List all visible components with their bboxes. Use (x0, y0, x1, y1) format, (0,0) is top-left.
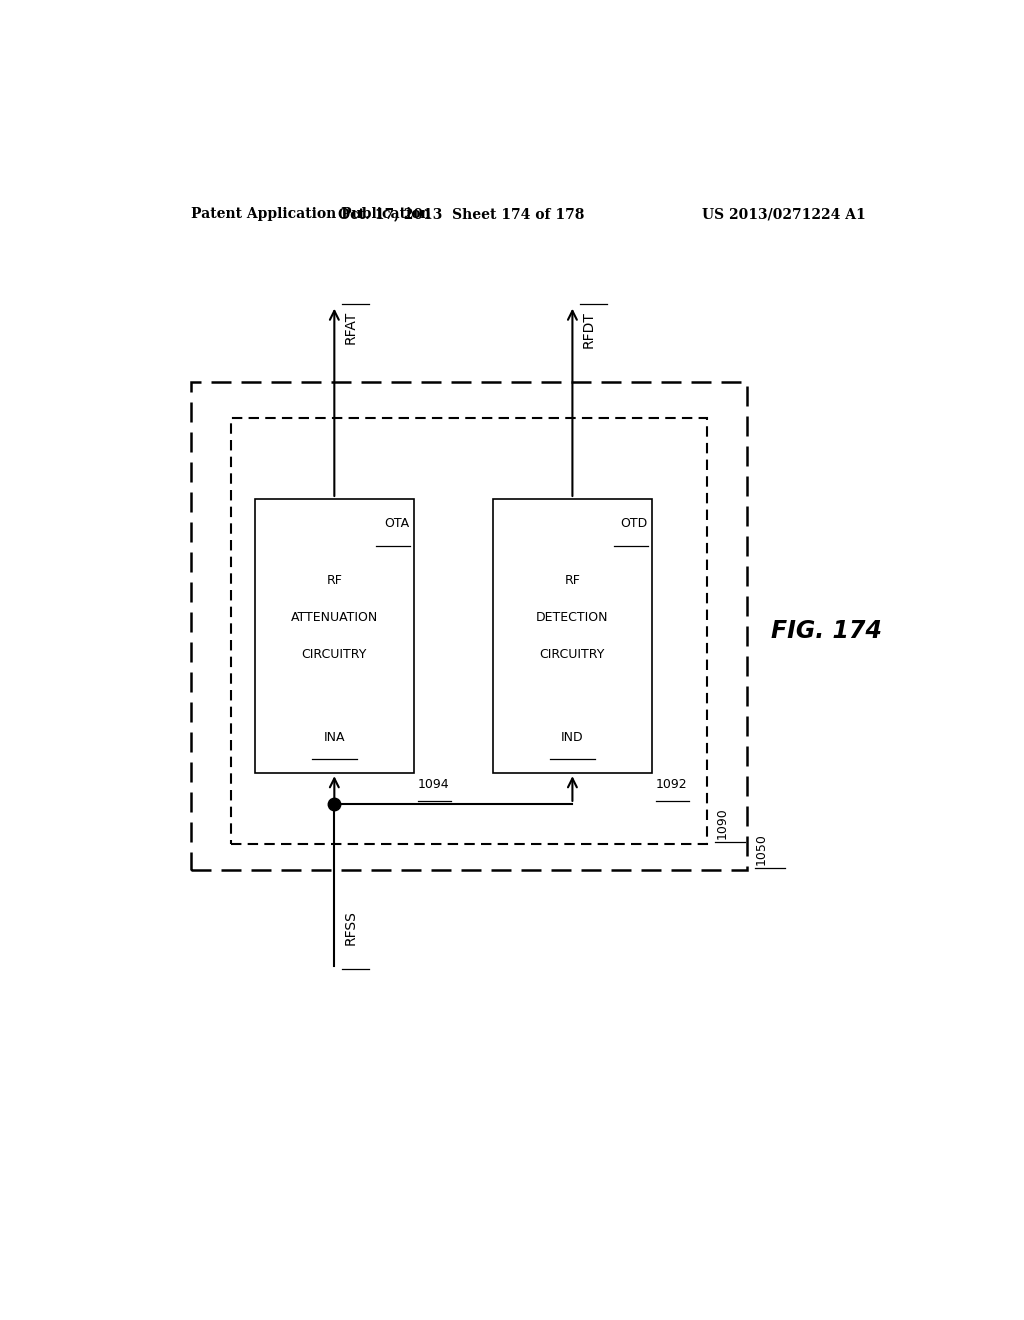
Text: Patent Application Publication: Patent Application Publication (191, 207, 431, 222)
Text: Oct. 17, 2013  Sheet 174 of 178: Oct. 17, 2013 Sheet 174 of 178 (338, 207, 585, 222)
Text: RFSS: RFSS (344, 911, 357, 945)
Text: RFDT: RFDT (582, 312, 596, 347)
Bar (191, 381, 748, 870)
Bar (255, 499, 414, 774)
Text: FIG. 174: FIG. 174 (771, 619, 882, 643)
Text: 1090: 1090 (715, 808, 728, 840)
Text: 1092: 1092 (655, 779, 687, 792)
Text: OTA: OTA (385, 517, 410, 531)
Text: US 2013/0271224 A1: US 2013/0271224 A1 (702, 207, 866, 222)
Text: OTD: OTD (621, 517, 648, 531)
Text: 1094: 1094 (418, 779, 450, 792)
Text: RF: RF (327, 574, 342, 586)
Text: RF: RF (564, 574, 581, 586)
Text: 1050: 1050 (755, 833, 768, 865)
Text: RFAT: RFAT (344, 312, 357, 345)
Text: ATTENUATION: ATTENUATION (291, 611, 378, 624)
Text: CIRCUITRY: CIRCUITRY (302, 648, 367, 661)
Text: IND: IND (561, 731, 584, 743)
Text: DETECTION: DETECTION (537, 611, 608, 624)
Text: INA: INA (324, 731, 345, 743)
Bar (231, 417, 708, 845)
Text: CIRCUITRY: CIRCUITRY (540, 648, 605, 661)
Bar (494, 499, 652, 774)
